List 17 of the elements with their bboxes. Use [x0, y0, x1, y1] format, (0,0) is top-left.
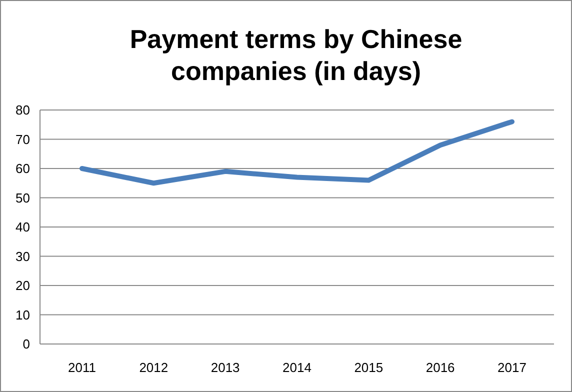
- y-tick-label: 70: [16, 132, 30, 147]
- y-tick-label: 60: [16, 161, 30, 176]
- x-tick-label: 2017: [498, 360, 526, 375]
- y-tick-label: 20: [16, 278, 30, 294]
- y-tick-label: 80: [16, 102, 30, 118]
- x-tick-label: 2015: [354, 360, 384, 375]
- y-tick-label: 50: [16, 190, 30, 206]
- x-tick-label: 2012: [139, 360, 168, 375]
- y-tick-label: 10: [16, 307, 30, 322]
- y-tick-label: 0: [22, 336, 30, 352]
- chart-title: Payment terms by Chinese companies (in days): [130, 24, 462, 86]
- x-tick-label: 2016: [426, 360, 455, 375]
- y-tick-label: 40: [16, 220, 30, 235]
- x-tick-label: 2014: [282, 360, 312, 375]
- x-tick-label: 2013: [210, 360, 240, 375]
- x-tick-label: 2011: [68, 360, 96, 375]
- y-tick-label: 30: [16, 248, 30, 264]
